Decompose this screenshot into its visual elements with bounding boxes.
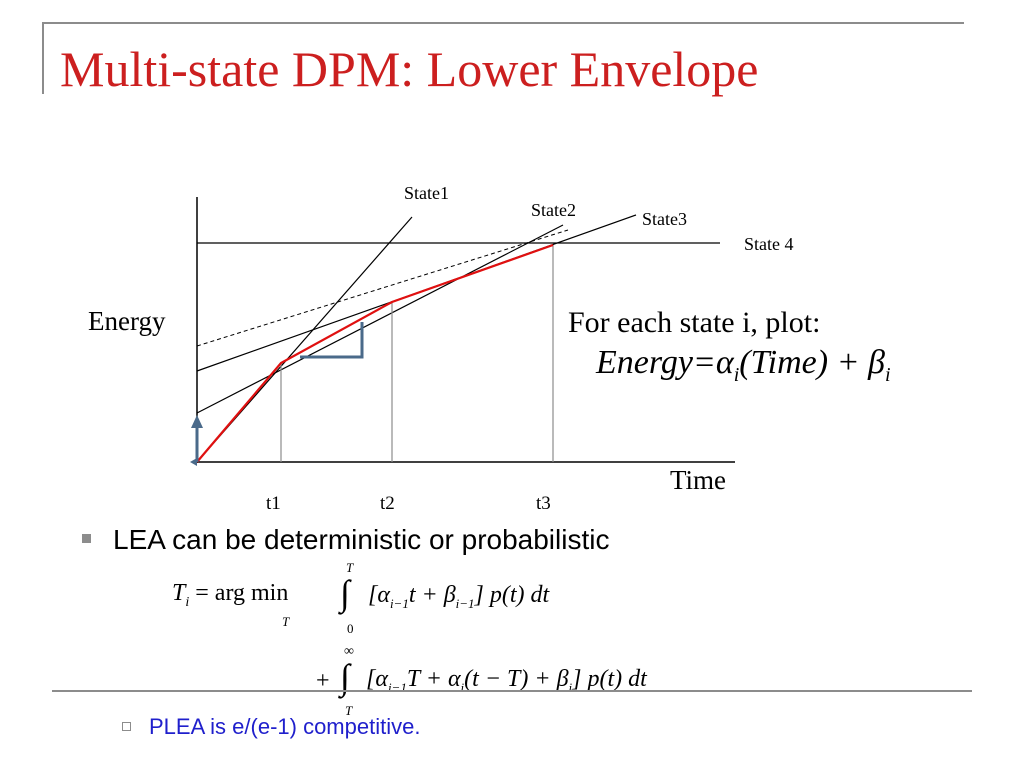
formula-plus: + bbox=[836, 344, 860, 381]
eq1-rest2: ] p(t) dt bbox=[474, 582, 550, 608]
tick-t3: t3 bbox=[536, 493, 551, 514]
sub-bullet: PLEA is e/(e-1) competitive. bbox=[122, 714, 420, 740]
lower-envelope bbox=[196, 243, 554, 463]
bullet-main: LEA can be deterministic or probabilisti… bbox=[82, 524, 609, 556]
eq2-mid2: (t − T) + β bbox=[464, 666, 569, 692]
formula-time: (Time) bbox=[739, 344, 829, 381]
hollow-square-bullet-icon bbox=[122, 721, 131, 731]
frame-left-line bbox=[42, 22, 44, 94]
slope-bracket bbox=[300, 322, 364, 359]
eq2-integral-icon: ∫ bbox=[340, 657, 350, 697]
eq1-beta-sub: i−1 bbox=[455, 595, 475, 611]
origin-arrowhead bbox=[190, 458, 197, 466]
eq1-argmin: = arg min bbox=[195, 580, 289, 606]
eq2-alpha2-sub: i bbox=[460, 679, 465, 695]
eq1-lhs-sub: i bbox=[185, 594, 190, 610]
formula-beta: β bbox=[868, 344, 885, 381]
state1-label: State1 bbox=[404, 183, 449, 203]
eq1-lhs: T bbox=[172, 580, 186, 606]
slide-title: Multi-state DPM: Lower Envelope bbox=[60, 41, 759, 97]
eq2-alpha1-sub: i−1 bbox=[387, 679, 407, 695]
state2-line bbox=[196, 224, 564, 414]
eq1-integrand: [αi−1t + βi−1] p(t) dt bbox=[368, 582, 549, 612]
formula-beta-sub: i bbox=[884, 363, 891, 386]
formula-alpha-sub: i bbox=[733, 363, 740, 386]
dashed-line bbox=[196, 229, 569, 347]
eq1-integral-icon: ∫ bbox=[340, 573, 350, 613]
eq2-tail: ] p(t) dt bbox=[572, 666, 647, 692]
state2-label: State2 bbox=[531, 200, 576, 220]
eq2-plus: + bbox=[316, 668, 330, 694]
eq1-rest1: t + β bbox=[408, 582, 456, 608]
square-bullet-icon bbox=[82, 534, 91, 544]
eq2-alpha1: [α bbox=[366, 666, 388, 692]
tick-t2: t2 bbox=[380, 493, 395, 514]
eq1-lower: 0 bbox=[347, 621, 354, 636]
equation-1: Ti = arg min bbox=[172, 580, 288, 611]
eq1-alpha-sub: i−1 bbox=[389, 595, 409, 611]
eq2-beta-sub: i bbox=[568, 679, 573, 695]
sub-bullet-text: PLEA is e/(e-1) competitive. bbox=[149, 714, 421, 739]
energy-formula: Energy=αi(Time) + βi bbox=[596, 344, 891, 387]
note-text: For each state i, plot: bbox=[568, 306, 821, 339]
frame-top-line bbox=[42, 22, 964, 24]
formula-alpha: α bbox=[715, 344, 734, 381]
eq1-alpha: [α bbox=[368, 582, 390, 608]
eq1-under: T bbox=[282, 614, 290, 629]
y-axis-label: Energy bbox=[88, 306, 166, 336]
tick-t1: t1 bbox=[266, 493, 281, 514]
bullet-main-text: LEA can be deterministic or probabilisti… bbox=[113, 524, 610, 555]
formula-eq: = bbox=[692, 344, 716, 381]
eq2-mid1: T + α bbox=[406, 666, 461, 692]
intercept-arrowhead bbox=[191, 415, 203, 428]
eq2-integrand: [αi−1T + αi(t − T) + βi] p(t) dt bbox=[366, 666, 647, 696]
eq2-lower: T bbox=[345, 703, 353, 718]
eq1-upper: T bbox=[346, 560, 354, 575]
x-axis-label: Time bbox=[670, 465, 726, 495]
eq2-upper: ∞ bbox=[344, 644, 354, 659]
formula-lhs: Energy bbox=[596, 344, 693, 381]
state3-label: State3 bbox=[642, 209, 687, 229]
frame-bottom-line bbox=[52, 690, 972, 692]
state4-label: State 4 bbox=[744, 234, 794, 254]
